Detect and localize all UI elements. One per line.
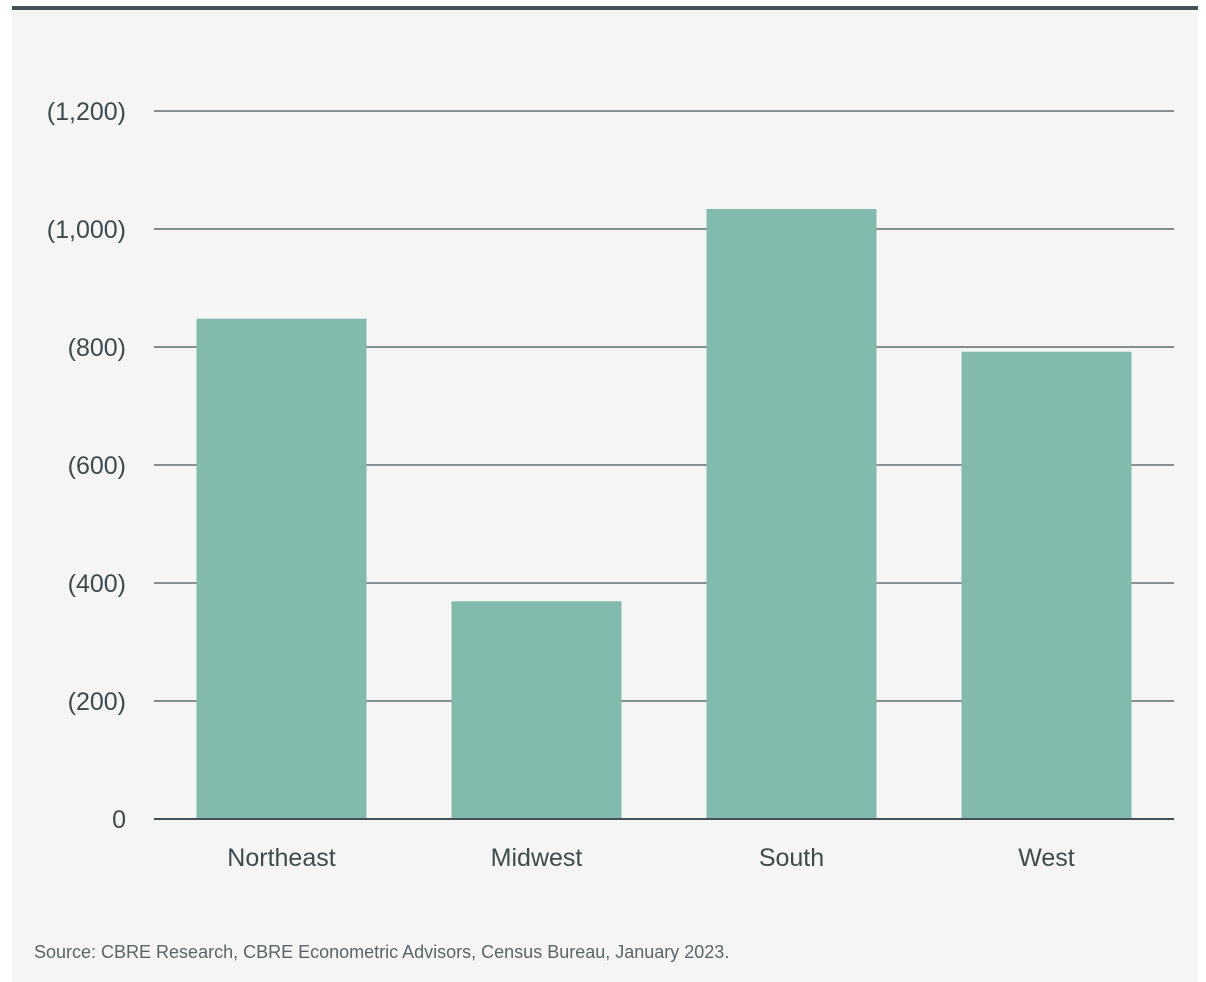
- y-axis-tick-labels: 0 (200) (400) (600) (800) (1,000) (1,200): [47, 98, 126, 834]
- y-tick-label: (600): [68, 452, 126, 480]
- bar-northeast: [196, 318, 367, 819]
- bars: [196, 208, 1132, 819]
- bar-west: [961, 351, 1132, 819]
- y-tick-label: (1,200): [47, 98, 126, 126]
- bar-midwest: [451, 601, 622, 819]
- y-tick-label: (400): [68, 570, 126, 598]
- x-category-label: West: [1018, 844, 1075, 872]
- x-category-label: Northeast: [227, 844, 335, 872]
- x-category-label: South: [759, 844, 824, 872]
- y-tick-label: (800): [68, 334, 126, 362]
- y-tick-label: 0: [112, 806, 126, 834]
- x-category-label: Midwest: [491, 844, 583, 872]
- y-tick-label: (1,000): [47, 216, 126, 244]
- source-note: Source: CBRE Research, CBRE Econometric …: [34, 942, 730, 962]
- bar-south: [706, 208, 877, 819]
- y-tick-label: (200): [68, 688, 126, 716]
- x-axis-category-labels: Northeast Midwest South West: [227, 844, 1074, 872]
